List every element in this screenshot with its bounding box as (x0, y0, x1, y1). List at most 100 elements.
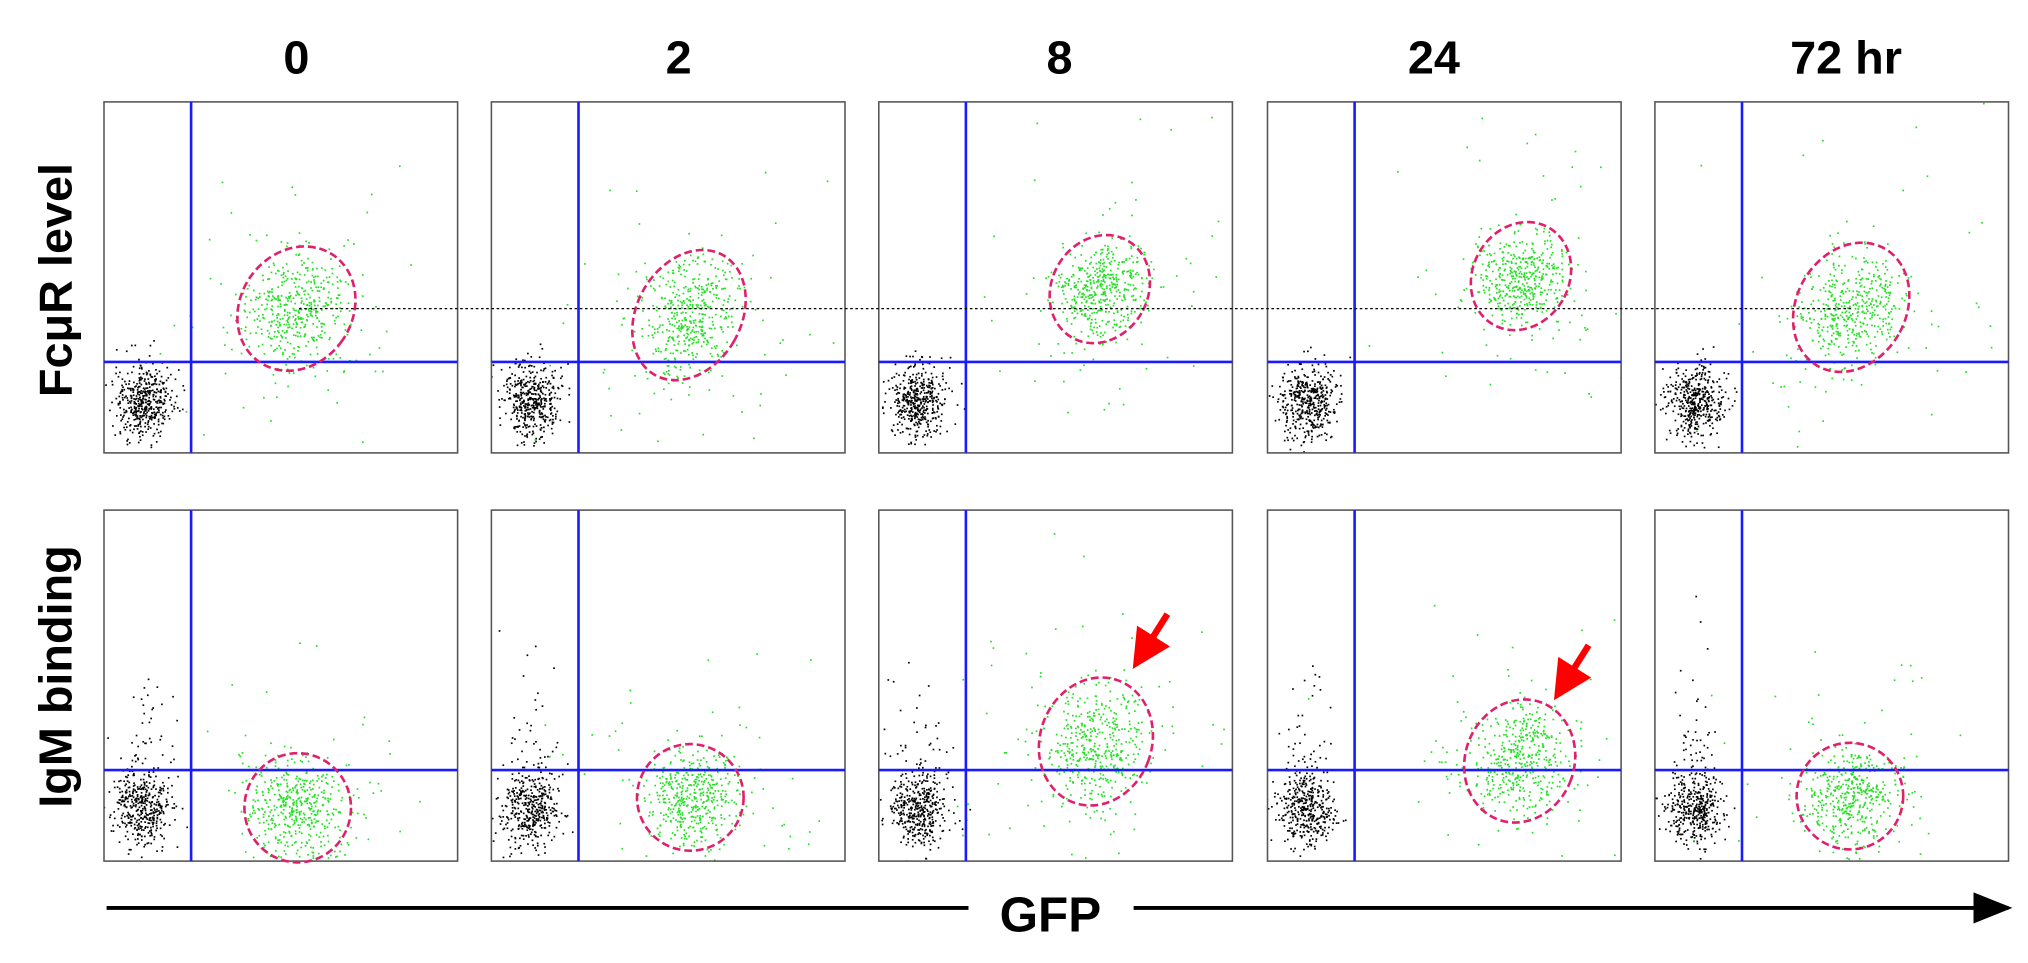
dot (551, 374, 553, 377)
dot (1166, 356, 1169, 359)
dot (1287, 380, 1290, 382)
dot (515, 395, 517, 398)
dot (153, 767, 155, 769)
dot (1752, 351, 1754, 353)
dot (1682, 372, 1685, 375)
dot (257, 308, 260, 310)
dot (1700, 434, 1703, 437)
dot (1706, 391, 1708, 393)
dot (1073, 299, 1076, 302)
dot (1072, 273, 1075, 276)
dot (509, 377, 512, 379)
dot (136, 383, 138, 385)
dot (1515, 316, 1518, 319)
dot (1064, 298, 1067, 300)
dot (925, 399, 927, 402)
dot (1700, 398, 1703, 400)
dot (1887, 316, 1890, 318)
dot (149, 401, 152, 403)
dot (1871, 280, 1873, 283)
dot (1050, 271, 1053, 274)
dot (549, 403, 551, 405)
dot (692, 319, 695, 322)
dot (902, 379, 905, 382)
dot (512, 406, 515, 409)
dot (1307, 404, 1310, 407)
dot (1975, 302, 1978, 305)
dot (514, 394, 517, 397)
dot (894, 389, 896, 392)
dot (691, 338, 694, 341)
dot (118, 780, 120, 783)
dot (1086, 288, 1088, 291)
dot (610, 414, 612, 417)
dot (722, 287, 725, 290)
dot (1310, 412, 1313, 414)
dot (684, 350, 687, 353)
dot (1506, 273, 1509, 276)
dot (508, 392, 511, 395)
dot (1300, 444, 1303, 447)
dot (1728, 408, 1731, 411)
dot (689, 366, 691, 369)
dot (1718, 405, 1721, 408)
dot (1840, 272, 1843, 275)
dot (684, 275, 686, 278)
dot (129, 387, 132, 390)
dot (307, 340, 310, 343)
dot (1296, 396, 1298, 398)
dot (130, 411, 132, 414)
dot (1307, 432, 1310, 434)
dot (710, 284, 713, 287)
dot (1703, 367, 1705, 369)
dot (142, 397, 145, 400)
dot (139, 392, 142, 394)
dot (128, 786, 131, 789)
dot (275, 314, 278, 317)
dot (526, 433, 529, 436)
dot (930, 372, 933, 375)
dot (294, 334, 297, 337)
dot (152, 812, 155, 814)
dots (878, 116, 1220, 453)
dot (181, 408, 184, 411)
dot (151, 821, 154, 824)
dot (1804, 368, 1807, 370)
dot (1102, 258, 1105, 261)
dot (311, 337, 314, 340)
dot (159, 812, 162, 814)
dot (1101, 248, 1104, 251)
dot (931, 391, 933, 394)
dot (1100, 301, 1102, 304)
dot (1525, 295, 1528, 298)
dot (1701, 371, 1704, 374)
dot (518, 396, 520, 398)
dot (378, 347, 381, 349)
dot (1109, 274, 1111, 276)
dot (164, 411, 167, 413)
dot (1329, 380, 1332, 383)
dot (549, 399, 551, 402)
dot (930, 382, 932, 384)
dot (544, 381, 547, 383)
dot (523, 400, 525, 403)
dot (1890, 308, 1893, 310)
dot (144, 422, 147, 424)
dot (1320, 384, 1323, 387)
dot (1534, 270, 1537, 272)
dot (527, 391, 530, 394)
dot (1081, 309, 1084, 311)
dot (1087, 335, 1090, 338)
dot (906, 407, 908, 410)
dot (1311, 403, 1314, 405)
dot (1284, 390, 1286, 393)
dot (1286, 417, 1289, 420)
dot (1925, 347, 1928, 349)
dot (1533, 272, 1535, 275)
dot (927, 425, 929, 428)
dot (143, 786, 146, 789)
dot (1796, 445, 1799, 448)
dot (139, 415, 141, 417)
dot (520, 384, 522, 387)
dot (1709, 363, 1712, 366)
